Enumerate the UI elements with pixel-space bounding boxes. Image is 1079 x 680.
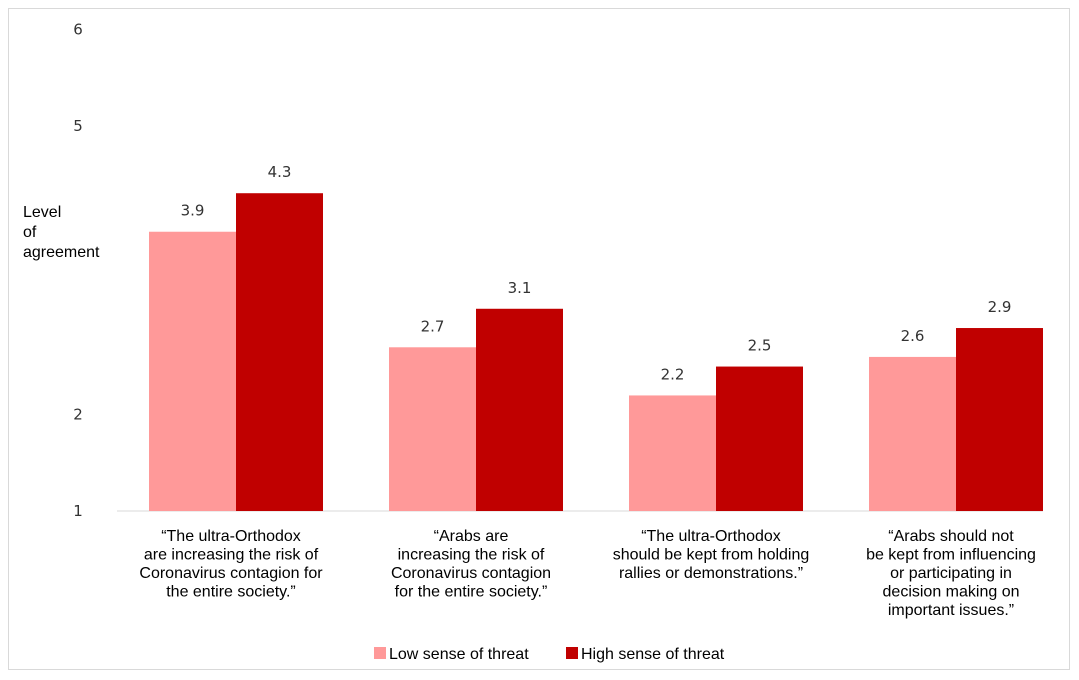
- data-label: 3.9: [181, 202, 205, 220]
- data-label: 4.3: [268, 163, 292, 181]
- bars: [149, 193, 1043, 512]
- bar-low-threat: [869, 356, 956, 511]
- y-tick-label: 5: [73, 117, 83, 135]
- y-tick-label: 1: [73, 502, 83, 520]
- y-tick-label: 2: [73, 406, 83, 424]
- category-label: “The ultra-Orthodox are increasing the ri…: [139, 528, 323, 601]
- data-labels: 3.9 2.7 2.2 2.6 4.3 3.1 2.5 2.9: [181, 163, 1012, 383]
- bar-high-threat: [236, 193, 323, 511]
- bar-high-threat: [476, 308, 563, 511]
- bar-high-threat: [956, 328, 1043, 511]
- y-axis-label-line: Level: [23, 204, 61, 221]
- bar-low-threat: [389, 347, 476, 511]
- y-axis-ticks: 1 2 5 6: [73, 21, 83, 521]
- category-label: “Arabs should not be kept from influencin…: [866, 528, 1036, 619]
- bar-high-threat: [716, 366, 803, 511]
- y-axis-label: Level of agreement: [23, 204, 100, 261]
- bar-low-threat: [629, 395, 716, 511]
- category-label: “The ultra-Orthodox should be kept from h…: [613, 528, 810, 582]
- legend-label: High sense of threat: [581, 646, 725, 663]
- y-axis-label-line: of: [23, 224, 37, 241]
- data-label: 2.7: [421, 317, 445, 335]
- bar-low-threat: [149, 231, 236, 512]
- data-label: 2.9: [988, 298, 1012, 316]
- legend: Low sense of threat High sense of threat: [374, 646, 725, 663]
- y-tick-label: 6: [73, 21, 83, 39]
- y-axis-label-line: agreement: [23, 244, 100, 261]
- category-labels: “The ultra-Orthodox are increasing the ri…: [139, 528, 1036, 619]
- data-label: 2.2: [661, 365, 685, 383]
- data-label: 2.5: [748, 337, 772, 355]
- category-label: “Arabs are increasing the risk of Coronavi…: [391, 528, 551, 601]
- data-label: 3.1: [508, 279, 532, 297]
- legend-label: Low sense of threat: [389, 646, 529, 663]
- legend-swatch: [566, 647, 578, 659]
- legend-swatch: [374, 647, 386, 659]
- data-label: 2.6: [901, 327, 925, 345]
